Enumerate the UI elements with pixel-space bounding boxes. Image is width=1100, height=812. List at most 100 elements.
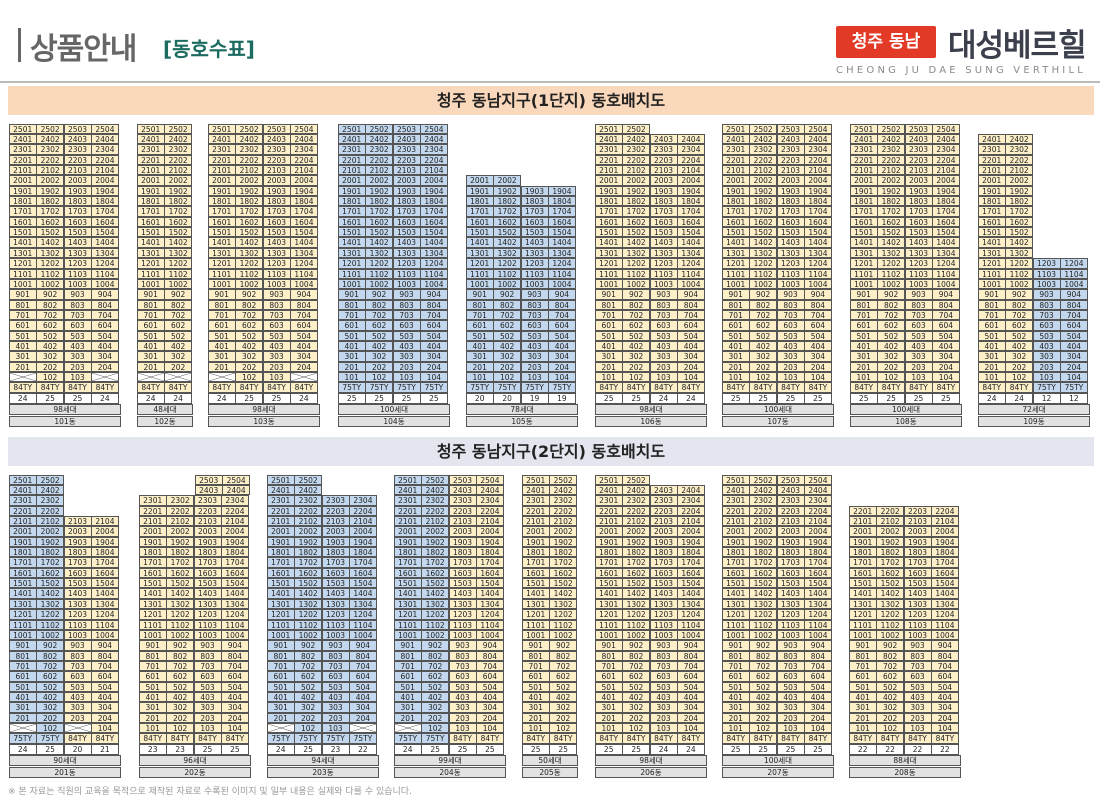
unit-cell: 1202 <box>365 258 394 269</box>
unit-cell: 1801 <box>207 196 236 207</box>
unit-cell: 903 <box>1032 289 1061 300</box>
unit-cell: 702 <box>164 309 193 321</box>
unit-cell: 701 <box>266 660 295 672</box>
unit-cell: 1804 <box>803 196 832 207</box>
unit-cell: 1604 <box>803 216 832 228</box>
unit-cell: 103 <box>903 722 932 734</box>
unit-cell: 104 <box>931 371 960 383</box>
unit-cell: 1002 <box>36 629 65 641</box>
building-unit-total: 88세대 <box>849 755 961 767</box>
line-unit-count: 25 <box>36 392 65 404</box>
unit-cell: 103 <box>392 371 421 383</box>
unit-cell: 502 <box>877 330 906 341</box>
unit-cell: 301 <box>8 351 37 362</box>
unit-cell: 1403 <box>193 588 222 599</box>
unit-cell: 1804 <box>676 196 705 207</box>
unit-cell: 901 <box>393 640 422 651</box>
unit-cell: 801 <box>266 650 295 661</box>
unit-cell: 1602 <box>421 567 450 579</box>
unit-cell: 301 <box>266 702 295 713</box>
unit-cell: 301 <box>721 702 750 713</box>
unit-cell: 201 <box>465 361 494 372</box>
unit-cell: 1804 <box>803 547 832 558</box>
unit-cell: 1402 <box>493 237 522 248</box>
unit-cell: 1003 <box>448 629 477 641</box>
unit-cell: 2102 <box>164 165 193 176</box>
unit-cell: 2102 <box>294 516 323 527</box>
unit-cell: 903 <box>904 289 933 300</box>
unit-cell: 1101 <box>848 619 877 630</box>
unit-cell: 2002 <box>622 526 651 537</box>
unit-cell: 902 <box>749 640 778 651</box>
unit-cell: 1301 <box>849 247 878 259</box>
unit-cell: 2203 <box>776 154 805 166</box>
empty-cell <box>139 475 167 485</box>
empty-cell <box>905 485 933 495</box>
building-202동: 2503 2504 2403 2404 2301 2302 2303 2304 2201 2202… <box>138 474 251 778</box>
line-unit-count: 24 <box>136 392 165 404</box>
unit-cell: 602 <box>166 671 195 682</box>
unit-cell: 1003 <box>776 278 805 290</box>
unit-cell: 2302 <box>36 495 65 506</box>
empty-cell <box>522 155 550 165</box>
unit-type: 75TY <box>1059 382 1088 393</box>
unit-cell: 803 <box>392 299 421 310</box>
unit-cell: 1201 <box>721 258 750 269</box>
unit-cell: 2103 <box>903 516 932 527</box>
unit-cell: 1303 <box>776 247 805 259</box>
unit-cell: 2203 <box>649 154 678 166</box>
unit-cell: 703 <box>903 660 932 672</box>
unit-cell: 302 <box>166 702 195 713</box>
unit-cell: 304 <box>90 702 119 713</box>
unit-cell: 801 <box>136 299 165 310</box>
unit-cell: 703 <box>448 660 477 672</box>
building-name: 206동 <box>595 766 707 778</box>
line-unit-count: 25 <box>877 392 906 404</box>
empty-cell <box>877 496 905 506</box>
unit-cell: 703 <box>520 309 549 321</box>
unit-cell: 1203 <box>649 258 678 269</box>
unit-cell: 2102 <box>421 516 450 527</box>
unit-cell: 1101 <box>266 619 295 630</box>
unit-cell: 2001 <box>465 175 494 186</box>
section-title-1: 청주 동남지구(1단지) 동호배치도 <box>8 86 1094 115</box>
building-name: 107동 <box>722 415 834 427</box>
unit-cell: 1404 <box>676 588 705 599</box>
unit-cell: 1601 <box>594 216 623 228</box>
unit-type: 84TY <box>977 382 1006 393</box>
unit-cell: 702 <box>876 660 905 672</box>
empty-cell <box>849 496 877 506</box>
line-unit-count: 25 <box>931 392 960 404</box>
unit-cell: 203 <box>649 361 678 372</box>
unit-cell: 1502 <box>877 227 906 238</box>
unit-cell: 2103 <box>321 516 350 527</box>
unit-cell: 1204 <box>220 609 249 620</box>
unit-cell: 1602 <box>166 567 195 579</box>
unit-cell: 2403 <box>63 134 92 145</box>
empty-cell <box>1061 155 1089 165</box>
unit-cell: 204 <box>90 712 119 723</box>
unit-cell: 1601 <box>393 567 422 579</box>
unit-cell: 103 <box>1032 371 1061 383</box>
unit-cell: 1603 <box>776 567 805 579</box>
unit-cell: 603 <box>776 320 805 331</box>
unit-cell: 2003 <box>63 175 92 186</box>
unit-cell: 2403 <box>448 485 477 496</box>
unit-cell: 1202 <box>421 609 450 620</box>
empty-cell <box>1061 238 1089 248</box>
unit-cell: 1002 <box>365 278 394 290</box>
unit-cell: 2503 <box>63 123 92 135</box>
unit-cell: 502 <box>622 681 651 692</box>
unit-cell: 1801 <box>8 547 37 558</box>
unit-cell: 2002 <box>877 175 906 186</box>
unit-cell: 303 <box>392 351 421 362</box>
unit-cell: 1802 <box>235 196 264 207</box>
unit-cell: 503 <box>649 681 678 692</box>
unit-cell: 2101 <box>337 165 366 176</box>
unit-cell: 2001 <box>977 175 1006 186</box>
unit-cell: 1004 <box>676 278 705 290</box>
building-name: 203동 <box>267 766 379 778</box>
line-unit-count: 23 <box>321 743 350 755</box>
unit-cell: 501 <box>8 330 37 341</box>
unit-cell: 1102 <box>622 619 651 630</box>
